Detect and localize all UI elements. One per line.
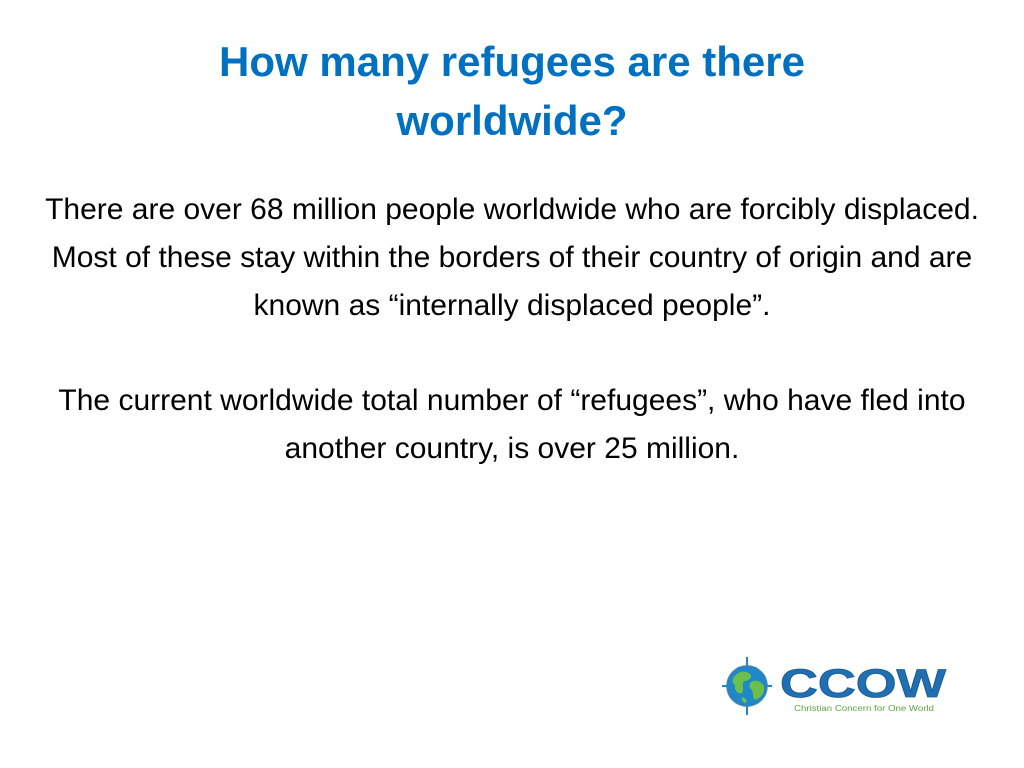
slide-title: How many refugees are there worldwide? [219,38,805,144]
body-paragraph-displaced: There are over 68 million people worldwi… [45,193,979,322]
logo-wordmark: CCOW [780,662,946,706]
ccow-logo-graphic: CCOW Christian Concern for One World [722,657,947,715]
slide-body: There are over 68 million people worldwi… [40,186,984,473]
logo-tagline: Christian Concern for One World [794,704,934,713]
ccow-logo: CCOW Christian Concern for One World [720,655,950,717]
globe-icon [722,657,772,715]
body-paragraph-refugees: The current worldwide total number of “r… [58,384,966,465]
